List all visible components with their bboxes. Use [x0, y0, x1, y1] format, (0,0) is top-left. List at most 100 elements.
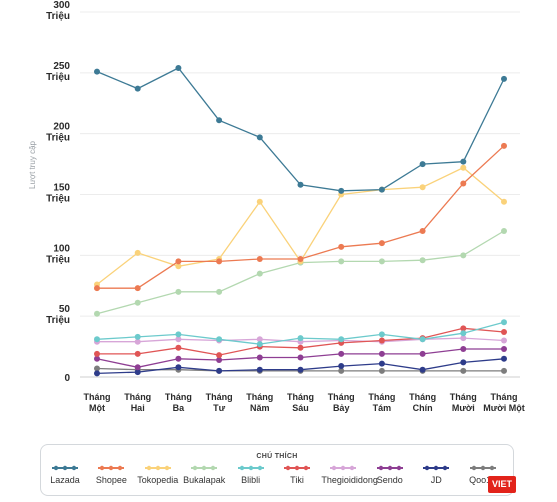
- legend-label: Thegioididong: [321, 475, 378, 485]
- legend-item-thegioididong: Thegioididong: [321, 465, 378, 485]
- data-point-thegioididong: [175, 336, 182, 343]
- legend-item-blibli: Blibli: [229, 465, 273, 485]
- data-point-bukalapak: [460, 252, 467, 259]
- data-point-shopee: [419, 228, 426, 234]
- legend-title: CHÚ THÍCH: [256, 453, 298, 460]
- data-point-sendo: [256, 354, 263, 361]
- data-point-blibli: [94, 336, 100, 343]
- legend-item-jd: JD: [414, 465, 458, 485]
- data-point-jd: [256, 366, 263, 373]
- legend-swatch: [469, 465, 496, 471]
- x-tick-label: Tháng Tám: [368, 392, 395, 413]
- legend-swatch: [237, 465, 264, 471]
- y-tick-line: Triệu: [46, 194, 70, 205]
- legend-item-lazada: Lazada: [43, 465, 87, 485]
- data-point-jd: [175, 364, 182, 371]
- data-point-blibli: [378, 331, 385, 338]
- legend-swatch: [98, 465, 125, 471]
- data-point-qoo10: [94, 365, 100, 372]
- y-tick-label: 300 Triệu: [46, 0, 70, 22]
- watermark-logo: VIET: [488, 476, 516, 493]
- series-lines: [96, 67, 505, 375]
- data-point-shopee: [216, 258, 223, 265]
- y-tick-label: 0: [64, 373, 70, 384]
- data-point-sendo: [460, 346, 467, 353]
- x-tick-line: Mười: [452, 403, 475, 413]
- y-tick-line: Triệu: [46, 72, 70, 83]
- y-tick-line: 200: [53, 122, 70, 133]
- legend-label: Bukalapak: [183, 475, 226, 485]
- data-point-lazada: [175, 64, 182, 71]
- y-axis-label: Lượt truy cập: [28, 140, 37, 189]
- legend-swatch: [330, 465, 357, 471]
- data-point-jd: [501, 355, 507, 362]
- x-tick-label: Tháng Hai: [124, 392, 151, 413]
- y-tick-label: 50 Triệu: [46, 304, 70, 326]
- legend-label: Shopee: [95, 475, 127, 485]
- data-point-tokopedia: [175, 263, 182, 270]
- data-point-shopee: [134, 285, 141, 292]
- y-tick-label: 150 Triệu: [46, 183, 70, 205]
- data-point-lazada: [216, 117, 223, 124]
- data-point-qoo10: [460, 367, 467, 374]
- x-tick-line: Tháng: [409, 392, 436, 402]
- data-point-tiki: [378, 337, 385, 344]
- x-tick-line: Tháng: [450, 392, 477, 402]
- x-tick-line: Tháng: [246, 392, 273, 402]
- data-point-sendo: [419, 350, 426, 357]
- data-point-sendo: [94, 355, 100, 362]
- data-point-tokopedia: [134, 249, 141, 256]
- y-tick-label: 200 Triệu: [46, 122, 70, 144]
- x-tick-label: Tháng Ba: [165, 392, 192, 413]
- series-line-lazada: [96, 67, 505, 192]
- data-point-bukalapak: [256, 270, 263, 277]
- x-tick-line: Ba: [173, 403, 185, 413]
- data-point-thegioididong: [460, 335, 467, 342]
- y-tick-line: Triệu: [46, 133, 70, 144]
- data-point-lazada: [378, 186, 385, 193]
- y-tick-line: 50: [59, 304, 71, 315]
- y-tick-line: Triệu: [46, 11, 70, 22]
- data-point-shopee: [338, 243, 345, 250]
- legend-item-shopee: Shopee: [89, 465, 133, 485]
- data-point-tiki: [216, 352, 223, 359]
- data-point-jd: [216, 367, 223, 374]
- x-tick-line: Một: [89, 403, 105, 413]
- data-point-bukalapak: [338, 258, 345, 265]
- data-point-qoo10: [501, 367, 507, 374]
- series-line-shopee: [97, 145, 505, 289]
- data-point-thegioididong: [256, 336, 263, 343]
- x-tick-line: Năm: [250, 403, 270, 413]
- data-point-lazada: [501, 75, 507, 82]
- data-point-thegioididong: [134, 338, 141, 345]
- data-point-blibli: [419, 336, 426, 343]
- data-point-shopee: [378, 240, 385, 247]
- data-point-tiki: [175, 344, 182, 351]
- data-point-blibli: [175, 331, 182, 338]
- data-point-tiki: [94, 350, 100, 357]
- y-tick-line: 250: [53, 61, 70, 72]
- legend-swatch: [52, 465, 78, 471]
- x-tick-line: Tháng: [84, 392, 111, 402]
- data-point-shopee: [297, 255, 304, 262]
- x-tick-label: Tháng Một: [84, 392, 111, 413]
- series-line-bukalapak: [96, 230, 505, 315]
- data-point-tokopedia: [256, 198, 263, 205]
- data-point-sendo: [134, 364, 141, 371]
- data-point-blibli: [338, 336, 345, 343]
- y-tick-line: 0: [64, 373, 70, 384]
- data-point-tokopedia: [501, 198, 507, 205]
- legend-label: Blibli: [241, 475, 261, 485]
- data-point-blibli: [297, 335, 304, 342]
- data-point-shopee: [256, 255, 263, 262]
- y-tick-line: 150: [53, 183, 70, 194]
- x-tick-line: Tháng: [165, 392, 192, 402]
- x-tick-line: Sáu: [292, 403, 309, 413]
- data-point-sendo: [338, 350, 345, 357]
- data-point-shopee: [175, 258, 182, 265]
- legend-label: Tokopedia: [137, 475, 179, 485]
- y-tick-line: 300: [53, 0, 70, 11]
- data-point-bukalapak: [94, 310, 100, 317]
- x-tick-line: Tháng: [368, 392, 395, 402]
